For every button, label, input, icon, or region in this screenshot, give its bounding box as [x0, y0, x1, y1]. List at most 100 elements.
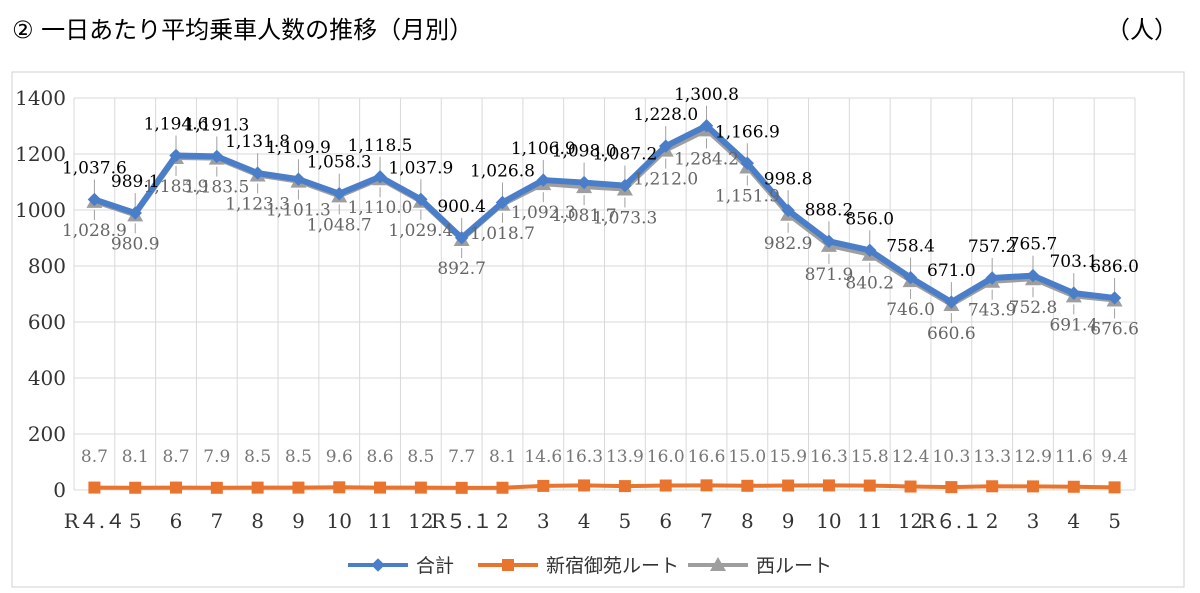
data-point-square — [170, 481, 183, 494]
data-point-square — [782, 479, 795, 492]
y-axis-ticks: 0 200 400 600 800 1000 1200 1400 — [15, 86, 66, 502]
data-label-shinjuku: 12.4 — [892, 447, 930, 467]
data-label-nishi: 691.4 — [1049, 315, 1098, 335]
unit-label: （人） — [1106, 16, 1178, 44]
y-tick-label: 1400 — [15, 86, 66, 110]
data-point-diamond — [985, 271, 999, 285]
data-label-shinjuku: 11.6 — [1055, 447, 1093, 467]
data-point-diamond — [1026, 268, 1040, 283]
data-label-total: 1,037.6 — [62, 158, 127, 178]
data-label-nishi: 1,018.7 — [470, 224, 535, 244]
x-tick-label: R４.４ — [64, 509, 125, 533]
legend-label: 西ルート — [756, 555, 832, 577]
data-point-square — [210, 481, 223, 494]
data-label-shinjuku: 8.7 — [162, 447, 189, 467]
data-label-nishi: 1,212.0 — [633, 170, 698, 190]
data-label-shinjuku: 16.3 — [565, 447, 603, 467]
label-leader-lines — [93, 105, 1116, 324]
data-point-diamond — [781, 203, 795, 218]
data-point-diamond — [87, 192, 102, 207]
data-point-diamond — [577, 175, 591, 190]
x-tick-label: 4 — [1067, 509, 1080, 533]
x-tick-label: 3 — [537, 509, 550, 533]
data-point-diamond — [495, 195, 510, 210]
data-label-nishi: 840.2 — [845, 274, 894, 294]
data-label-total: 765.7 — [1009, 235, 1058, 255]
y-tick-label: 1000 — [15, 198, 66, 222]
data-label-shinjuku: 16.0 — [647, 447, 685, 467]
data-point-diamond — [128, 206, 142, 220]
y-tick-label: 0 — [53, 478, 66, 502]
data-label-total: 1,037.9 — [388, 158, 453, 178]
data-point-square — [700, 479, 713, 492]
data-point-square — [292, 481, 305, 494]
data-label-nishi: 1,048.7 — [307, 215, 372, 235]
series-line-total — [93, 122, 1115, 306]
data-label-total: 686.0 — [1090, 257, 1139, 277]
data-label-shinjuku: 7.9 — [203, 447, 230, 467]
data-label-total: 1,058.3 — [307, 153, 372, 173]
data-point-diamond — [822, 234, 836, 249]
x-tick-label: R６.１ — [921, 509, 982, 533]
data-point-diamond — [371, 558, 385, 572]
x-tick-label: 8 — [741, 509, 754, 533]
data-point-diamond — [332, 186, 346, 201]
data-label-shinjuku: 8.7 — [81, 447, 108, 467]
data-label-shinjuku: 15.8 — [851, 447, 889, 467]
data-label-shinjuku: 8.1 — [122, 447, 149, 467]
legend-label: 合計 — [416, 555, 454, 577]
data-point-diamond — [454, 231, 469, 245]
x-tick-label: 3 — [1027, 509, 1040, 533]
data-label-shinjuku: 8.5 — [407, 447, 434, 467]
data-label-shinjuku: 10.3 — [932, 447, 970, 467]
data-label-total: 1,228.0 — [633, 105, 698, 125]
x-tick-label: 9 — [782, 509, 795, 533]
data-label-nishi: 982.9 — [764, 234, 813, 254]
data-label-nishi: 1,151.9 — [715, 186, 780, 206]
data-label-total: 856.0 — [845, 209, 894, 229]
data-label-total: 1,166.9 — [715, 122, 780, 142]
data-label-shinjuku: 12.9 — [1014, 447, 1052, 467]
data-label-shinjuku: 8.1 — [489, 447, 516, 467]
data-point-square — [1108, 481, 1121, 494]
data-point-diamond — [250, 166, 265, 180]
data-label-shinjuku: 9.6 — [326, 447, 353, 467]
y-tick-label: 200 — [28, 422, 66, 446]
data-label-nishi: 980.9 — [111, 234, 160, 254]
data-label-nishi: 1,185.9 — [144, 177, 209, 197]
data-label-nishi: 1,028.9 — [62, 221, 127, 241]
data-point-square — [1067, 480, 1080, 493]
data-label-nishi: 1,073.3 — [592, 208, 657, 228]
data-label-total: 1,194.6 — [144, 115, 209, 135]
x-tick-label: 5 — [1108, 509, 1121, 533]
x-tick-label: 9 — [292, 509, 305, 533]
data-label-nishi: 1,092.3 — [511, 203, 576, 223]
x-tick-label: 12 — [898, 509, 923, 533]
data-label-total: 900.4 — [437, 197, 486, 217]
x-tick-label: 7 — [210, 509, 223, 533]
data-point-square — [578, 479, 591, 492]
data-label-nishi: 1,081.7 — [552, 206, 617, 226]
y-tick-label: 600 — [28, 310, 66, 334]
series-line-shinjuku — [94, 483, 1115, 490]
x-tick-label: 6 — [659, 509, 672, 533]
data-label-nishi: 743.9 — [968, 301, 1017, 321]
data-point-diamond — [863, 243, 877, 258]
data-label-nishi: 871.9 — [805, 265, 854, 285]
data-point-square — [496, 481, 509, 494]
data-label-shinjuku: 13.9 — [606, 447, 644, 467]
x-tick-label: 2 — [986, 509, 999, 533]
data-label-nishi: 1,101.3 — [266, 201, 331, 221]
y-tick-label: 1200 — [15, 142, 66, 166]
x-tick-label: 11 — [857, 509, 882, 533]
data-point-diamond — [903, 270, 918, 285]
data-point-square — [88, 481, 101, 494]
x-tick-label: 5 — [619, 509, 632, 533]
x-tick-label: 2 — [496, 509, 509, 533]
data-label-shinjuku: 8.5 — [244, 447, 271, 467]
data-point-diamond — [1107, 291, 1122, 305]
series-group — [86, 119, 1123, 494]
data-label-total: 1,131.8 — [225, 132, 290, 152]
data-label-total: 671.0 — [927, 261, 976, 281]
